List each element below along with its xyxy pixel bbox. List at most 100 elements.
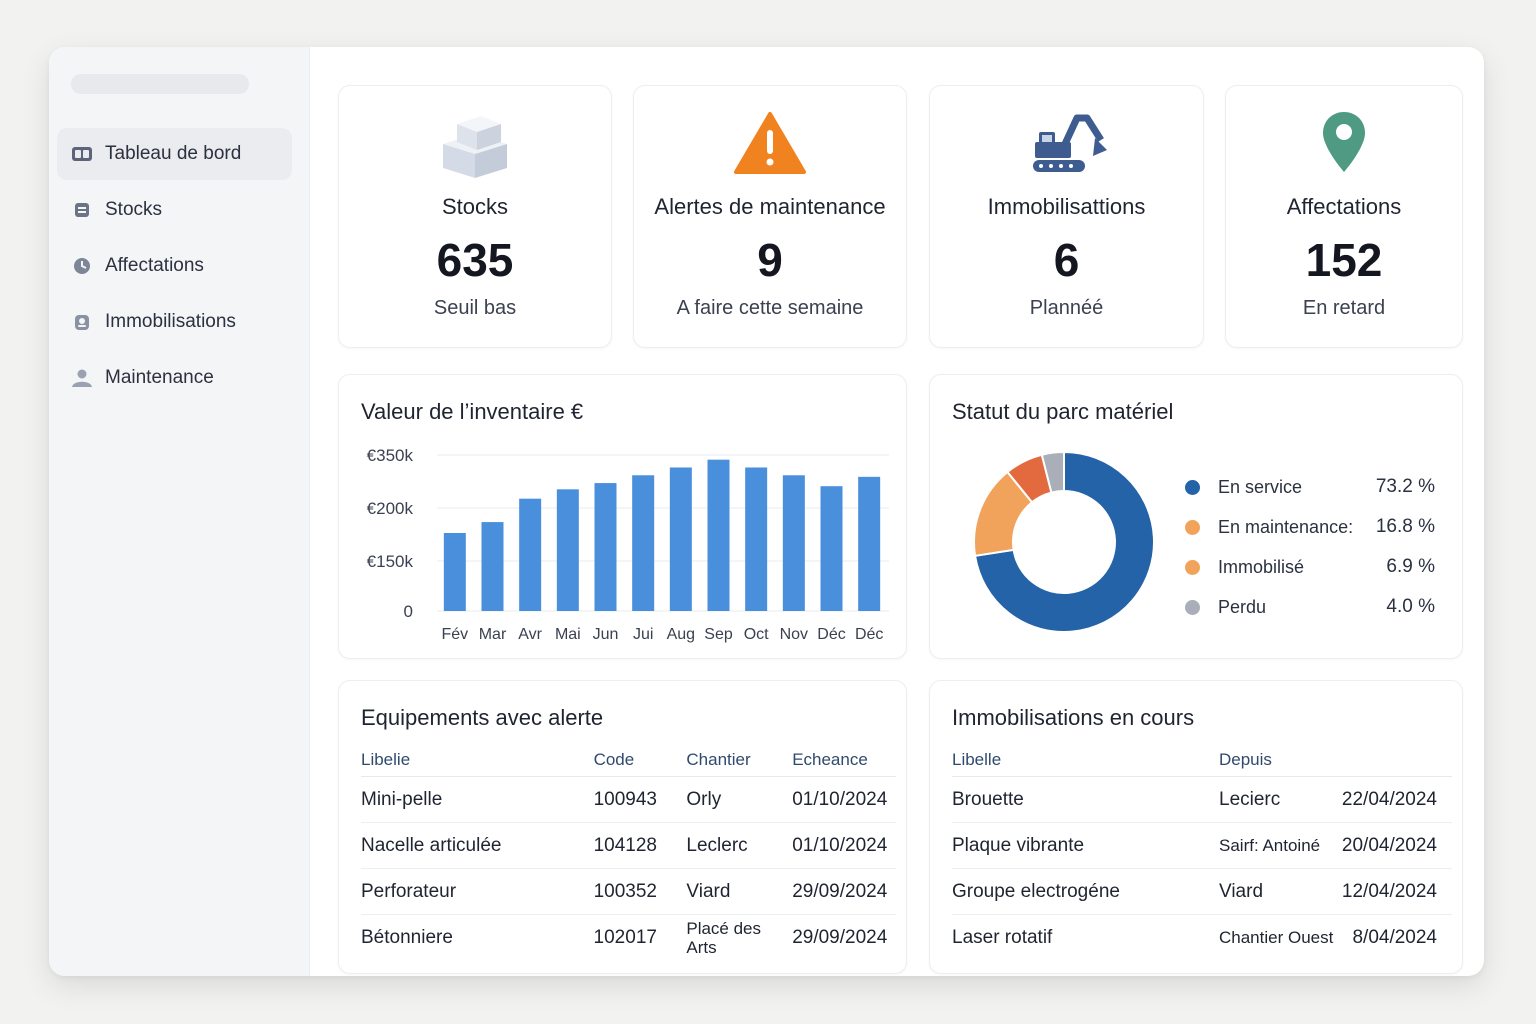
cell-libelle: Plaque vibrante (952, 834, 1085, 856)
cell-libelle: Brouette (952, 788, 1024, 810)
kpi-card-stocks[interactable]: Stocks 635 Seuil bas (338, 85, 612, 348)
lock-icon (71, 313, 93, 331)
app-window: Tableau de bord Stocks Affectations Immo… (49, 47, 1484, 976)
sidebar: Tableau de bord Stocks Affectations Immo… (49, 47, 310, 976)
cell-libelle: Laser rotatif (952, 927, 1053, 948)
x-tick-label: Sep (704, 626, 733, 643)
cell-libelle: Mini-pelle (361, 788, 443, 810)
bar (594, 483, 617, 611)
cell-date: 20/04/2024 (1341, 834, 1437, 856)
immobilisations-table-card: Immobilisations en cours Libelle Depuis … (929, 680, 1463, 974)
table-row[interactable]: Brouette Lecierc 22/04/2024 (952, 777, 1452, 823)
inventory-bar-chart: €350k €200k €150k 0 Fév Mar Avr Mai Jun Jui Aug Sep… (367, 446, 889, 643)
table-row[interactable]: Plaque vibrante Sairf: Antoiné 20/04/202… (952, 823, 1452, 869)
warning-icon (734, 112, 806, 174)
x-tick-label: Mar (479, 626, 507, 643)
sidebar-item-immobilisations[interactable]: Immobilisations (57, 296, 292, 348)
sidebar-item-maintenance[interactable]: Maintenance (57, 352, 292, 404)
kpi-title: Stocks (441, 194, 509, 219)
x-tick-label: Fév (441, 626, 468, 643)
map-pin-icon (1323, 112, 1365, 172)
cell-libelle: Groupe electrogéne (952, 880, 1120, 902)
x-tick-label: Déc (817, 626, 845, 643)
table-row[interactable]: Nacelle articulée 104128 Leclerc 01/10/2… (361, 823, 896, 869)
cell-depuis: Lecierc (1219, 788, 1281, 810)
column-header[interactable]: Echeance (792, 749, 868, 769)
fleet-status-card: Statut du parc matériel En service 73.2 … (929, 374, 1463, 659)
legend-label: En maintenance: (1218, 516, 1354, 537)
column-header[interactable]: Libelle (952, 749, 1002, 769)
bar (632, 475, 655, 611)
kpi-subtitle: A faire cette semaine (676, 297, 864, 319)
column-header[interactable]: Code (593, 749, 635, 769)
sidebar-item-stocks[interactable]: Stocks (57, 184, 292, 236)
legend-item: En service 73.2 % (1185, 467, 1435, 507)
legend-swatch (1185, 559, 1200, 575)
bar (669, 467, 692, 611)
kpi-subtitle: En retard (1302, 297, 1386, 319)
legend-label: Perdu (1218, 596, 1267, 617)
cell-echeance: 01/10/2024 (792, 788, 888, 810)
table-row[interactable]: Mini-pelle 100943 Orly 01/10/2024 (361, 777, 896, 823)
table-title: Equipements avec alerte (361, 705, 604, 730)
column-header[interactable]: Chantier (686, 749, 751, 769)
kpi-card-immobilisations[interactable]: Immobilisattions 6 Plannéé (929, 85, 1204, 348)
inventory-chart-card: Valeur de l’inventaire € €350k €200k €150k… (338, 374, 907, 659)
bar (707, 459, 730, 611)
bar (745, 467, 768, 611)
y-tick-label: 0 (404, 602, 413, 621)
fleet-donut-chart (973, 450, 1155, 633)
legend-value: 73.2 % (1375, 476, 1435, 497)
kpi-value: 635 (436, 234, 514, 286)
legend-swatch (1185, 599, 1200, 615)
alerts-table: Libelie Code Chantier Echeance Mini-pell… (361, 743, 896, 961)
legend-label: Immobilisé (1218, 556, 1305, 577)
column-header[interactable]: Libelie (361, 749, 411, 769)
bar (858, 476, 881, 611)
y-tick-label: €350k (367, 446, 414, 465)
table-header: Libelle Depuis (952, 743, 1452, 777)
column-header[interactable]: Depuis (1219, 749, 1272, 769)
legend-swatch (1185, 519, 1200, 535)
kpi-card-affectations[interactable]: Affectations 152 En retard (1225, 85, 1463, 348)
legend-value: 4.0 % (1386, 596, 1435, 617)
dashboard-icon (71, 145, 93, 163)
sidebar-item-affectations[interactable]: Affectations (57, 240, 292, 292)
cell-echeance: 29/09/2024 (792, 880, 888, 902)
clock-icon (71, 257, 93, 275)
sidebar-item-label: Maintenance (105, 367, 214, 388)
bar (443, 533, 466, 611)
cell-chantier: Placé des Arts (686, 919, 762, 957)
table-row[interactable]: Laser rotatif Chantier Ouest 8/04/2024 (952, 915, 1452, 961)
kpi-value: 6 (1053, 234, 1080, 286)
cell-date: 22/04/2024 (1341, 788, 1437, 810)
legend-label: En service (1218, 476, 1303, 497)
cell-chantier: Viard (686, 880, 731, 902)
legend-value: 6.9 % (1386, 556, 1435, 577)
x-tick-label: Aug (667, 626, 695, 643)
cell-code: 102017 (593, 927, 657, 948)
y-tick-label: €150k (367, 552, 414, 571)
cell-chantier: Orly (686, 788, 722, 810)
table-row[interactable]: Groupe electrogéne Viard 12/04/2024 (952, 869, 1452, 915)
kpi-card-alertes[interactable]: Alertes de maintenance 9 A faire cette s… (633, 85, 907, 348)
table-header: Libelie Code Chantier Echeance (361, 743, 896, 777)
x-tick-label: Mai (555, 626, 581, 643)
kpi-subtitle: Plannéé (1029, 297, 1104, 319)
table-row[interactable]: Perforateur 100352 Viard 29/09/2024 (361, 869, 896, 915)
bar (556, 489, 579, 611)
sidebar-item-label: Stocks (105, 199, 163, 220)
x-tick-label: Avr (518, 626, 542, 643)
sidebar-item-tableau-de-bord[interactable]: Tableau de bord (57, 128, 292, 180)
cell-date: 12/04/2024 (1341, 880, 1437, 902)
chart-title: Statut du parc matériel (952, 399, 1174, 424)
cell-code: 104128 (593, 834, 657, 856)
x-tick-label: Jui (633, 626, 653, 643)
excavator-icon (1032, 114, 1107, 172)
table-row[interactable]: Bétonniere 102017 Placé des Arts 29/09/2… (361, 915, 896, 961)
cell-code: 100352 (593, 880, 657, 902)
x-tick-label: Oct (744, 626, 769, 643)
alerts-table-card: Equipements avec alerte Libelie Code Cha… (338, 680, 907, 974)
legend-item: Perdu 4.0 % (1185, 587, 1435, 627)
sidebar-nav: Tableau de bord Stocks Affectations Immo… (57, 128, 292, 408)
